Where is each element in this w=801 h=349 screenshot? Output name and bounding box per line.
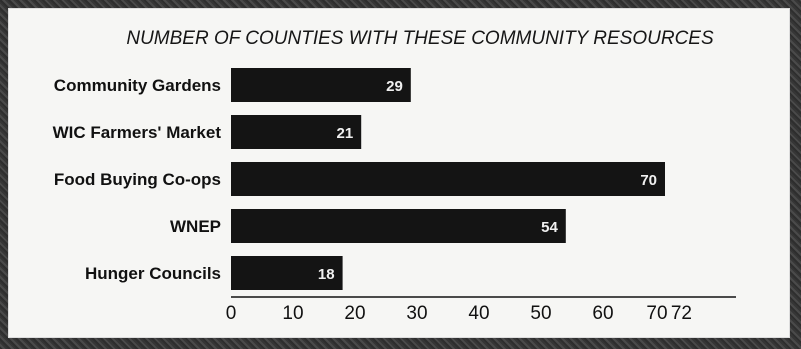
category-label-hunger-councils: Hunger Councils [85,264,221,283]
x-tick-label-40: 40 [468,303,489,324]
bar-wic-farmers-market [231,115,362,149]
category-labels: Community Gardens WIC Farmers' Market Food… [53,76,222,283]
value-label-food-buying-co-ops: 70 [640,172,657,189]
x-tick-label-30: 30 [406,303,427,324]
value-label-wnep: 54 [541,219,558,236]
bars-layer [231,68,665,290]
value-label-wic-farmers-market: 21 [337,125,354,142]
x-tick-label-20: 20 [344,303,365,324]
x-tick-label-0: 0 [226,303,237,324]
x-axis-ticks: 0 10 20 30 40 50 60 70 72 [226,303,692,324]
category-label-community-gardens: Community Gardens [54,76,221,95]
x-tick-label-70: 70 [646,303,667,324]
x-tick-label-72: 72 [671,303,692,324]
category-label-wic-farmers-market: WIC Farmers' Market [53,123,222,142]
value-label-hunger-councils: 18 [318,266,335,283]
category-label-food-buying-co-ops: Food Buying Co-ops [54,170,221,189]
chart-title: NUMBER OF COUNTIES WITH THESE COMMUNITY … [126,28,714,49]
bar-hunger-councils [231,256,343,290]
bar-community-gardens [231,68,411,102]
bar-wnep [231,209,566,243]
value-labels: 29 21 70 54 18 [318,78,657,283]
x-tick-label-50: 50 [530,303,551,324]
value-label-community-gardens: 29 [386,78,403,95]
x-tick-label-10: 10 [282,303,303,324]
x-tick-label-60: 60 [592,303,613,324]
category-label-wnep: WNEP [170,217,221,236]
bar-food-buying-co-ops [231,162,665,196]
